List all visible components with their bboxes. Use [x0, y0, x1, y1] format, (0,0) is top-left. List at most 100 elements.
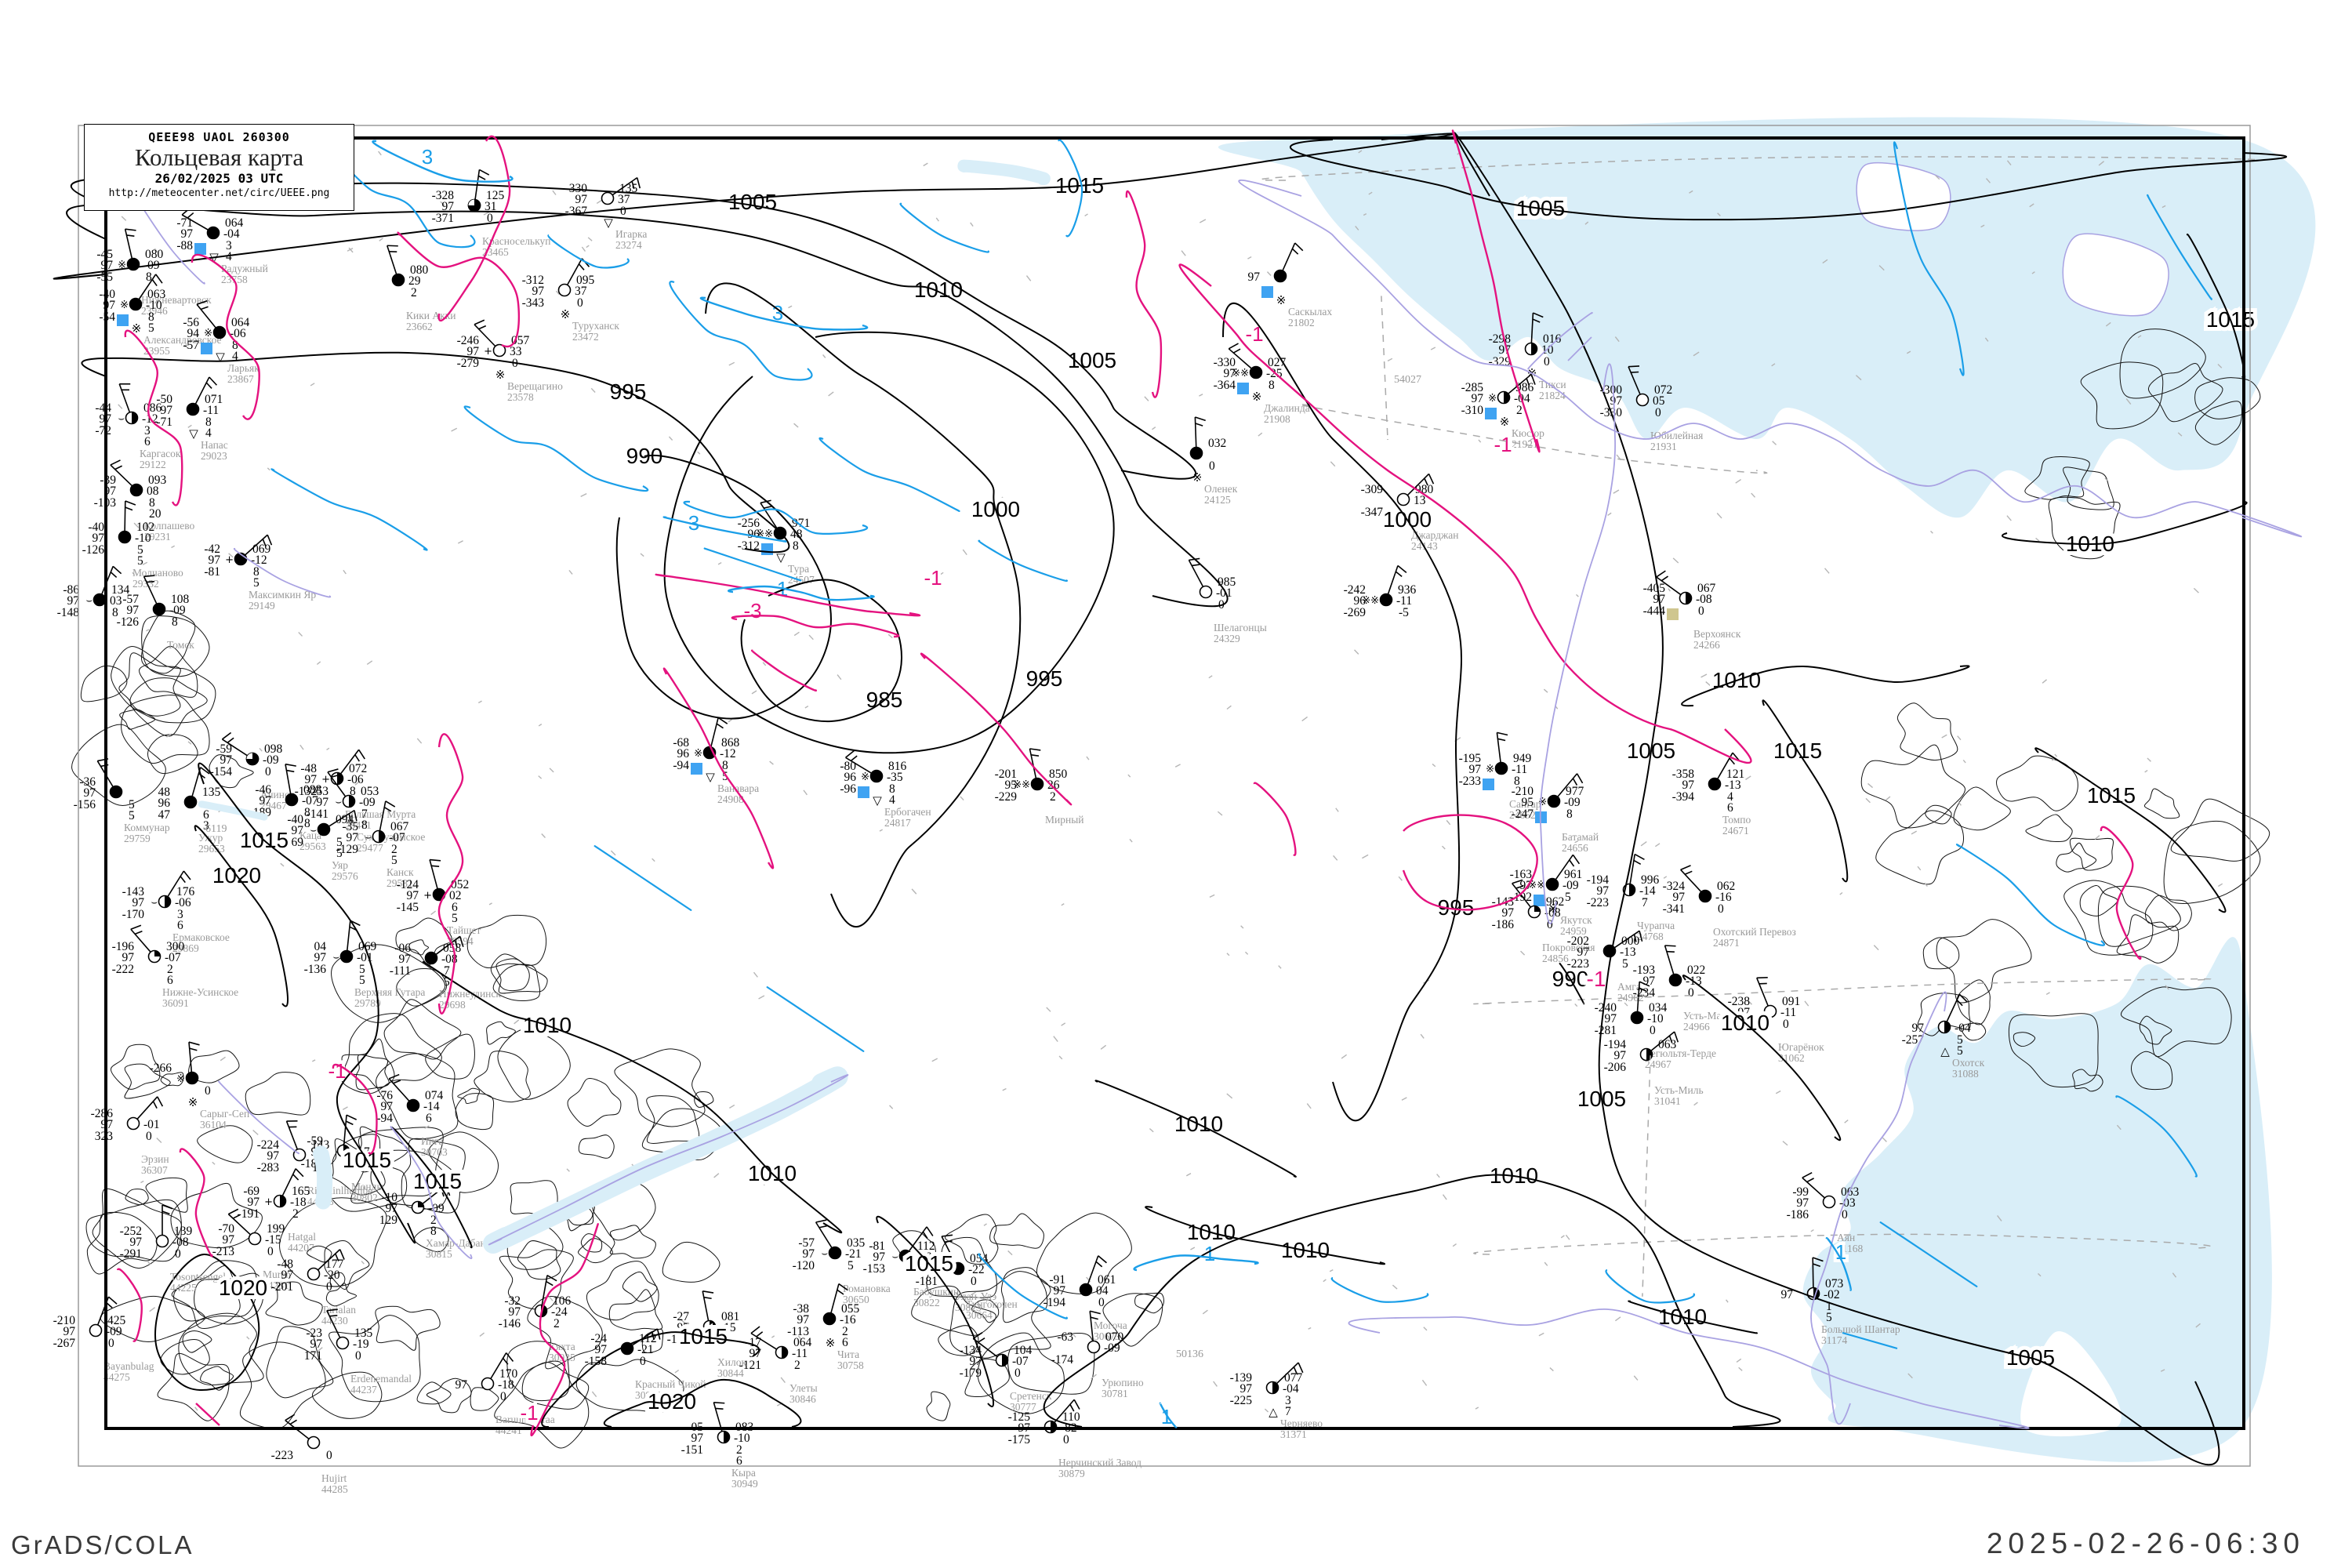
svg-text:-169: -169: [281, 836, 304, 849]
svg-text:-201: -201: [271, 1280, 293, 1294]
svg-text:-223: -223: [271, 1449, 294, 1462]
station-id: 44241: [495, 1425, 522, 1436]
station-name: Ербогачен: [884, 806, 931, 818]
svg-text:-252: -252: [120, 1225, 142, 1238]
svg-text:996: 996: [1641, 873, 1660, 887]
svg-text:97: 97: [381, 1100, 394, 1113]
svg-text:△: △: [1269, 1405, 1278, 1419]
svg-text:8: 8: [361, 818, 368, 832]
svg-text:-136: -136: [304, 963, 327, 976]
station-name: Напас: [201, 439, 228, 451]
svg-text:97: 97: [93, 532, 105, 545]
svg-text:-126: -126: [117, 615, 140, 629]
svg-text:-15: -15: [720, 1321, 736, 1334]
station-name: Охотск: [1952, 1057, 1985, 1069]
svg-text:⌣: ⌣: [365, 832, 372, 844]
svg-text:-201: -201: [995, 768, 1017, 781]
svg-text:067: 067: [1697, 582, 1716, 595]
svg-text:-24: -24: [551, 1305, 568, 1319]
svg-text:※: ※: [1252, 390, 1262, 404]
svg-text:-111: -111: [390, 964, 411, 978]
svg-text:⌣: ⌣: [85, 595, 93, 607]
svg-text:0: 0: [1783, 1018, 1789, 1031]
station-id: 44231: [263, 1279, 289, 1291]
svg-text:-163: -163: [1510, 868, 1533, 881]
station-name: Кяхта: [549, 1341, 575, 1352]
station-id: 24329: [1214, 633, 1240, 644]
svg-text:3: 3: [226, 239, 232, 252]
svg-text:-11: -11: [1780, 1006, 1796, 1019]
svg-text:-99: -99: [1792, 1185, 1809, 1199]
station-name: Джарджан: [1411, 529, 1459, 541]
svg-text:425: 425: [107, 1314, 126, 1327]
svg-text:125: 125: [486, 189, 505, 202]
svg-text:-144: -144: [667, 1333, 690, 1346]
svg-text:-156: -156: [74, 798, 96, 811]
svg-text:063: 063: [147, 288, 166, 301]
svg-text:0: 0: [577, 296, 583, 310]
svg-text:-68: -68: [673, 736, 689, 750]
svg-text:5: 5: [253, 576, 260, 590]
station-id: 29594: [447, 935, 474, 947]
svg-text:2: 2: [411, 286, 417, 299]
station-id: 29231: [144, 531, 171, 543]
svg-text:3: 3: [203, 819, 209, 833]
svg-text:97: 97: [1912, 1022, 1925, 1035]
station-id: 30650: [843, 1294, 869, 1305]
station-id: 30781: [1102, 1388, 1128, 1399]
svg-text:936: 936: [1398, 583, 1417, 597]
station-id: 29576: [332, 870, 358, 882]
svg-text:-06: -06: [230, 327, 246, 340]
station-id: 29023: [201, 450, 227, 462]
svg-text:-48: -48: [300, 762, 317, 775]
svg-text:97: 97: [677, 1321, 690, 1334]
svg-text:093: 093: [148, 474, 167, 487]
svg-text:-153: -153: [863, 1262, 886, 1276]
svg-text:97: 97: [1614, 1049, 1627, 1062]
svg-text:-22: -22: [968, 1263, 985, 1276]
svg-text:106: 106: [553, 1294, 572, 1308]
svg-text:※: ※: [1538, 797, 1547, 808]
svg-text:064: 064: [793, 1336, 812, 1349]
svg-text:134: 134: [111, 583, 130, 597]
svg-text:8: 8: [304, 817, 310, 830]
svg-text:977: 977: [1566, 785, 1584, 798]
svg-text:※: ※: [120, 299, 129, 311]
svg-text:-09: -09: [106, 1325, 122, 1338]
svg-text:135: 135: [202, 786, 221, 799]
svg-text:97: 97: [1502, 906, 1515, 920]
isallobar-label: -3: [743, 599, 761, 622]
svg-text:-229: -229: [995, 790, 1018, 804]
svg-text:7: 7: [1642, 896, 1648, 909]
svg-text:-312: -312: [522, 274, 544, 287]
svg-text:-09: -09: [263, 753, 279, 767]
svg-text:072: 072: [1654, 383, 1672, 397]
svg-text:5: 5: [848, 1259, 854, 1272]
svg-text:064: 064: [231, 316, 250, 329]
svg-text:-19: -19: [353, 1338, 369, 1351]
station-id: 30846: [789, 1393, 816, 1405]
svg-text:⌣: ⌣: [118, 413, 125, 425]
terrain-contours: [71, 328, 2270, 1449]
svg-text:-328: -328: [432, 189, 455, 202]
svg-text:-186: -186: [1492, 918, 1515, 931]
svg-text:088: 088: [303, 783, 322, 797]
svg-text:-86: -86: [63, 583, 79, 597]
station-id: 29759: [124, 833, 151, 844]
svg-text:058: 058: [443, 942, 462, 955]
svg-text:-242: -242: [1344, 583, 1366, 597]
isobar-label: 1015: [1773, 739, 1822, 763]
station-name: Якутск: [1560, 914, 1592, 926]
station-id: 30844: [717, 1367, 744, 1379]
svg-text:97: 97: [267, 1149, 280, 1163]
